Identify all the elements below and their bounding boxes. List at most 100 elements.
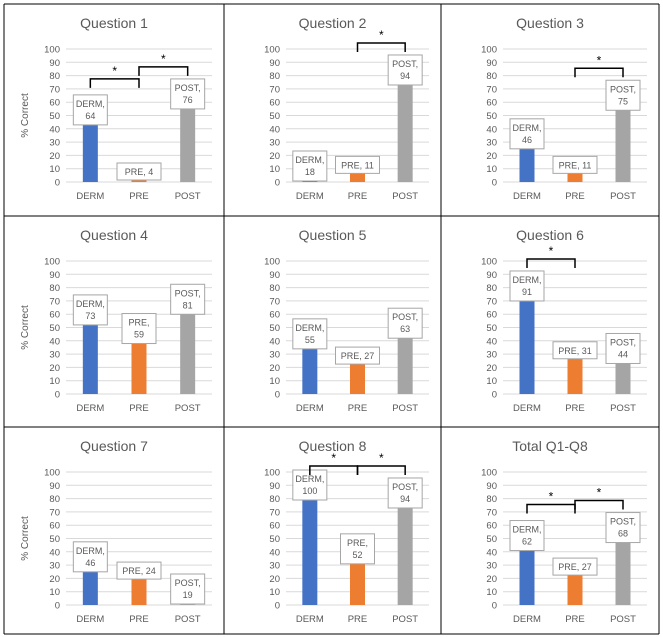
x-tick-label: PRE [348,403,368,414]
x-tick-label: DERM [76,403,104,414]
y-tick-label: 80 [269,494,280,505]
y-tick-label: 20 [486,363,497,374]
data-label-box [387,54,423,86]
y-tick-label: 60 [269,98,280,109]
x-tick-label: POST [610,191,636,202]
y-tick-label: 60 [49,521,60,532]
data-label: POST, 44 [610,337,636,359]
data-label: DERM, 18 [295,155,324,177]
significance-bracket [138,66,189,76]
data-label: POST, 81 [175,288,201,310]
chart-panel: Total Q1-Q8 0 10 20 30 40 50 60 70 80 90 100 DERM DER… [481,438,647,625]
y-tick-label: 50 [49,534,60,545]
bar-derm [302,472,318,605]
x-tick-label: POST [392,614,418,625]
x-tick-label: DERM [296,614,324,625]
data-label-box [605,79,641,111]
significance-bracket [574,499,624,510]
significance-marker: * [597,486,602,500]
y-tick-label: 30 [269,561,280,572]
data-label-box [509,520,545,552]
y-axis-label: % Correct [20,516,31,561]
data-label-box [121,313,157,345]
y-tick-label: 10 [49,376,60,387]
significance-marker: * [161,52,166,66]
data-label-box [292,150,328,182]
y-tick-label: 100 [44,257,60,268]
data-label-box [116,162,162,181]
y-tick-label: 100 [481,468,497,479]
y-tick-label: 10 [486,376,497,387]
y-tick-label: 0 [275,601,280,612]
data-label: DERM, 64 [76,99,105,121]
data-label-box [552,557,598,576]
x-tick-label: POST [175,191,201,202]
y-tick-label: 30 [49,561,60,572]
bar-pre [350,358,365,394]
significance-bracket [89,78,140,88]
significance-marker: * [549,244,554,258]
y-tick-label: 40 [486,547,497,558]
y-tick-label: 50 [486,111,497,122]
y-tick-label: 50 [49,111,60,122]
x-tick-label: POST [392,191,418,202]
y-tick-label: 50 [269,111,280,122]
data-label-box [170,573,206,605]
y-tick-label: 40 [49,547,60,558]
bar-pre [567,569,583,605]
y-tick-label: 0 [55,390,60,401]
chart-title: Question 8 [299,438,367,454]
y-tick-label: 0 [55,601,60,612]
significance-bracket [356,42,406,52]
significance-bracket [574,67,624,78]
data-label: POST, 75 [610,84,636,106]
x-tick-label: PRE [129,191,149,202]
data-label-box [72,541,108,573]
chart-panel: Question 3 0 10 20 30 40 50 60 70 80 90 100 DERM DERM… [481,15,647,202]
data-label: PRE, 31 [558,346,592,356]
y-tick-label: 40 [269,547,280,558]
y-tick-label: 10 [486,587,497,598]
data-label-box [72,294,108,326]
significance-marker: * [597,53,602,67]
chart-panel: Question 2 0 10 20 30 40 50 60 70 80 90 100 DERM DERM… [264,15,429,202]
x-tick-label: POST [610,403,636,414]
data-label: DERM, 91 [513,275,542,297]
significance-bracket [356,465,406,475]
y-tick-label: 70 [49,507,60,518]
y-tick-label: 20 [49,363,60,374]
y-tick-label: 0 [55,178,60,189]
chart-title: Total Q1-Q8 [512,438,588,454]
y-tick-label: 0 [275,178,280,189]
y-tick-label: 80 [49,494,60,505]
y-tick-label: 80 [269,283,280,294]
data-label-box [509,118,545,150]
data-label: PRE, 27 [558,562,592,572]
bar-pre [567,352,583,394]
chart-title: Question 3 [516,15,584,31]
y-tick-label: 90 [269,270,280,281]
y-tick-label: 60 [269,310,280,321]
y-tick-label: 10 [269,164,280,175]
significance-marker: * [379,451,384,465]
y-tick-label: 90 [49,58,60,69]
x-tick-label: PRE [565,614,585,625]
significance-marker: * [112,64,117,78]
y-tick-label: 70 [49,296,60,307]
y-tick-label: 30 [49,350,60,361]
y-tick-label: 90 [486,481,497,492]
bar-post [397,56,413,183]
data-label: DERM, 46 [513,123,542,145]
data-label-box [292,318,328,350]
data-label: DERM, 100 [295,474,324,496]
x-tick-label: PRE [129,403,149,414]
y-tick-label: 30 [486,138,497,149]
y-tick-label: 80 [486,71,497,82]
bar-post [397,479,413,605]
data-label-box [340,533,375,565]
data-label: DERM, 73 [76,299,105,321]
data-label: PRE, 24 [122,566,156,576]
y-tick-label: 10 [49,587,60,598]
y-tick-label: 20 [269,363,280,374]
